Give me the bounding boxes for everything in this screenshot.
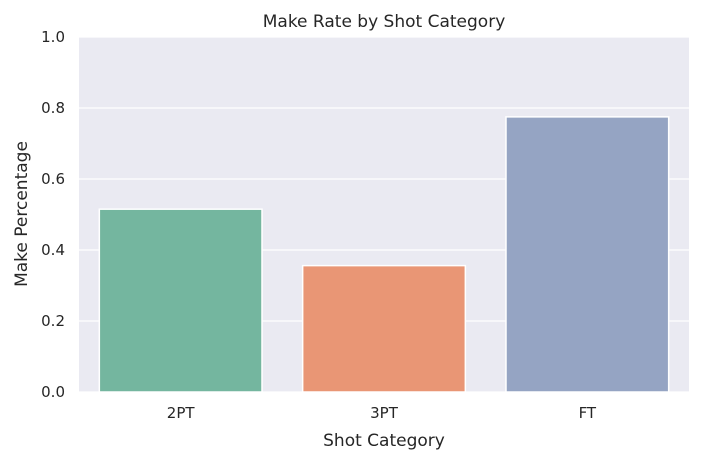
y-tick-label: 0.2 [41, 312, 65, 330]
y-tick-label: 0.0 [41, 383, 65, 401]
y-tick-label: 0.8 [41, 99, 65, 117]
x-tick-label: FT [579, 404, 597, 422]
bar-3pt [301, 264, 467, 393]
y-tick-label: 0.6 [41, 170, 65, 188]
y-axis-ticks: 0.0 0.2 0.4 0.6 0.8 1.0 [41, 28, 65, 401]
bar-2pt [98, 208, 263, 393]
x-tick-label: 2PT [167, 404, 196, 422]
y-tick-label: 1.0 [41, 28, 65, 46]
bars [98, 116, 670, 393]
x-axis-ticks: 2PT 3PT FT [167, 404, 597, 422]
y-tick-label: 0.4 [41, 241, 65, 259]
x-tick-label: 3PT [370, 404, 399, 422]
chart-title: Make Rate by Shot Category [263, 12, 506, 32]
bar-ft [505, 116, 670, 393]
x-axis-label: Shot Category [323, 431, 445, 451]
y-axis-label: Make Percentage [12, 141, 32, 287]
